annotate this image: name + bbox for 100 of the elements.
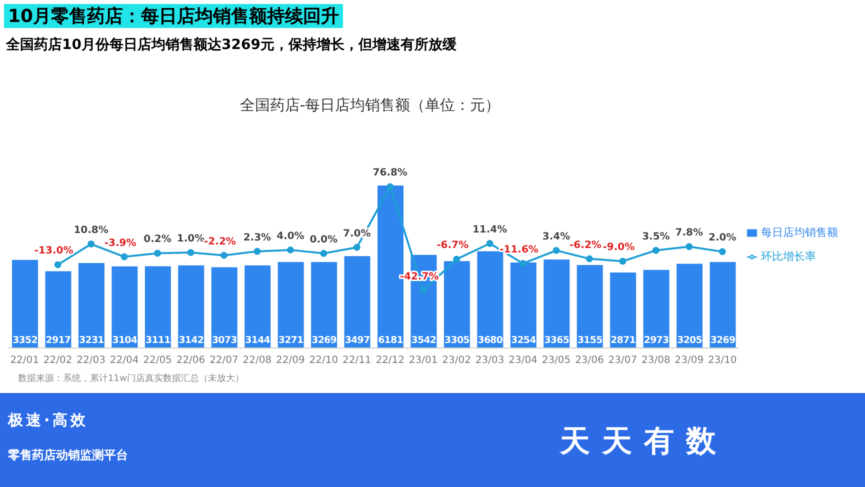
point	[187, 249, 194, 256]
point	[453, 256, 460, 263]
x-tick-label: 23/03	[475, 355, 504, 366]
bar	[576, 265, 603, 348]
point	[686, 243, 693, 250]
point	[386, 183, 394, 190]
bar	[710, 262, 736, 348]
chart-title: 全国药店-每日店均销售额（单位：元）	[238, 96, 502, 115]
data-label: 2.3%	[243, 232, 272, 244]
data-label: 3269	[710, 335, 736, 346]
bar	[12, 260, 38, 348]
data-label: -11.6%	[500, 244, 538, 256]
bar	[544, 260, 570, 348]
data-label: -13.0%	[34, 246, 74, 257]
bar	[510, 262, 536, 348]
data-label: 3497	[344, 335, 370, 346]
data-label: 3352	[12, 335, 38, 346]
data-label: 3144	[245, 335, 271, 346]
x-tick-label: 23/01	[408, 355, 438, 366]
point	[88, 240, 95, 248]
data-label: 3680	[478, 335, 504, 346]
data-label: 7.8%	[675, 228, 704, 239]
data-label: 3155	[577, 335, 602, 346]
data-label: -3.9%	[104, 238, 136, 249]
bar	[610, 272, 636, 348]
data-label: 4.0%	[276, 230, 304, 242]
legend-label: 环比增长率	[761, 250, 816, 263]
data-label: 3271	[278, 335, 304, 346]
x-tick-label: 22/08	[242, 355, 272, 366]
data-label: 3111	[145, 335, 170, 346]
x-tick-label: 23/05	[542, 355, 571, 366]
data-label: -9.0%	[602, 242, 635, 254]
bar	[144, 266, 171, 348]
x-tick-label: 22/04	[110, 355, 139, 366]
bar	[444, 261, 470, 348]
data-label: 3305	[444, 335, 470, 346]
data-label: 3542	[411, 335, 436, 346]
legend-label: 每日店均销售额	[761, 226, 838, 239]
x-tick-label: 22/05	[143, 355, 172, 366]
data-label: 0.0%	[310, 234, 338, 246]
x-tick-label: 22/02	[43, 355, 72, 366]
bar	[278, 262, 304, 348]
data-label: -2.2%	[204, 236, 236, 248]
data-label: 10.8%	[74, 225, 108, 236]
data-label: 2973	[644, 335, 669, 346]
x-tick-label: 22/11	[342, 355, 372, 366]
data-label: 3142	[178, 335, 204, 346]
data-label: 76.8%	[372, 168, 408, 179]
bar	[78, 263, 104, 348]
data-label: 3254	[510, 335, 537, 346]
data-label: 6181	[378, 335, 403, 346]
x-tick-label: 22/09	[276, 355, 305, 366]
data-label: 2871	[610, 335, 636, 346]
x-tick-label: 22/06	[176, 355, 206, 366]
data-label: 3365	[544, 335, 570, 346]
bar	[178, 265, 204, 348]
point	[520, 260, 527, 267]
data-label: 1.0%	[176, 234, 205, 245]
bar	[344, 256, 370, 348]
text: 10月零售药店：每日店均销售额持续回升	[4, 4, 344, 28]
data-label: 3.4%	[542, 231, 570, 242]
data-label: 3073	[212, 335, 237, 346]
data-label: 3.5%	[642, 231, 670, 242]
point	[619, 258, 626, 265]
data-label: 3104	[112, 335, 138, 346]
data-label: 2.0%	[708, 232, 736, 244]
point	[420, 287, 427, 294]
x-tick-label: 23/09	[674, 355, 704, 366]
point	[120, 253, 128, 260]
bar	[311, 262, 338, 348]
data-label: 2917	[46, 335, 71, 346]
data-label: -6.7%	[436, 240, 469, 252]
source-note: 数据来源：系统，累计11w门店真实数据汇总（未放大）	[18, 372, 244, 385]
point	[254, 248, 261, 255]
bar	[45, 271, 72, 348]
x-tick-label: 22/03	[76, 355, 106, 366]
point	[353, 244, 360, 251]
bar	[643, 270, 670, 348]
bar	[676, 264, 703, 348]
data-label: 3205	[677, 335, 702, 346]
data-label: 11.4%	[472, 224, 508, 236]
chart-subtitle: 全国药店10月份每日店均销售额达3269元，保持增长，但增速有所放缓	[6, 36, 456, 54]
bar	[112, 266, 138, 348]
x-tick-label: 22/10	[309, 355, 338, 366]
data-label: -6.2%	[570, 240, 602, 251]
text: 极速·高效	[8, 411, 89, 430]
data-label: 3231	[79, 335, 104, 346]
point	[220, 252, 228, 259]
text: 天天有数	[560, 423, 728, 461]
point	[552, 246, 560, 254]
data-label: 3269	[312, 335, 336, 346]
point	[652, 246, 660, 254]
x-tick-label: 22/12	[376, 355, 405, 366]
x-tick-label: 22/01	[10, 355, 40, 366]
x-tick-label: 23/02	[442, 355, 471, 366]
x-tick-label: 23/04	[508, 355, 538, 366]
point	[586, 255, 593, 262]
point	[54, 261, 62, 268]
bar	[211, 267, 238, 348]
point	[286, 246, 294, 254]
